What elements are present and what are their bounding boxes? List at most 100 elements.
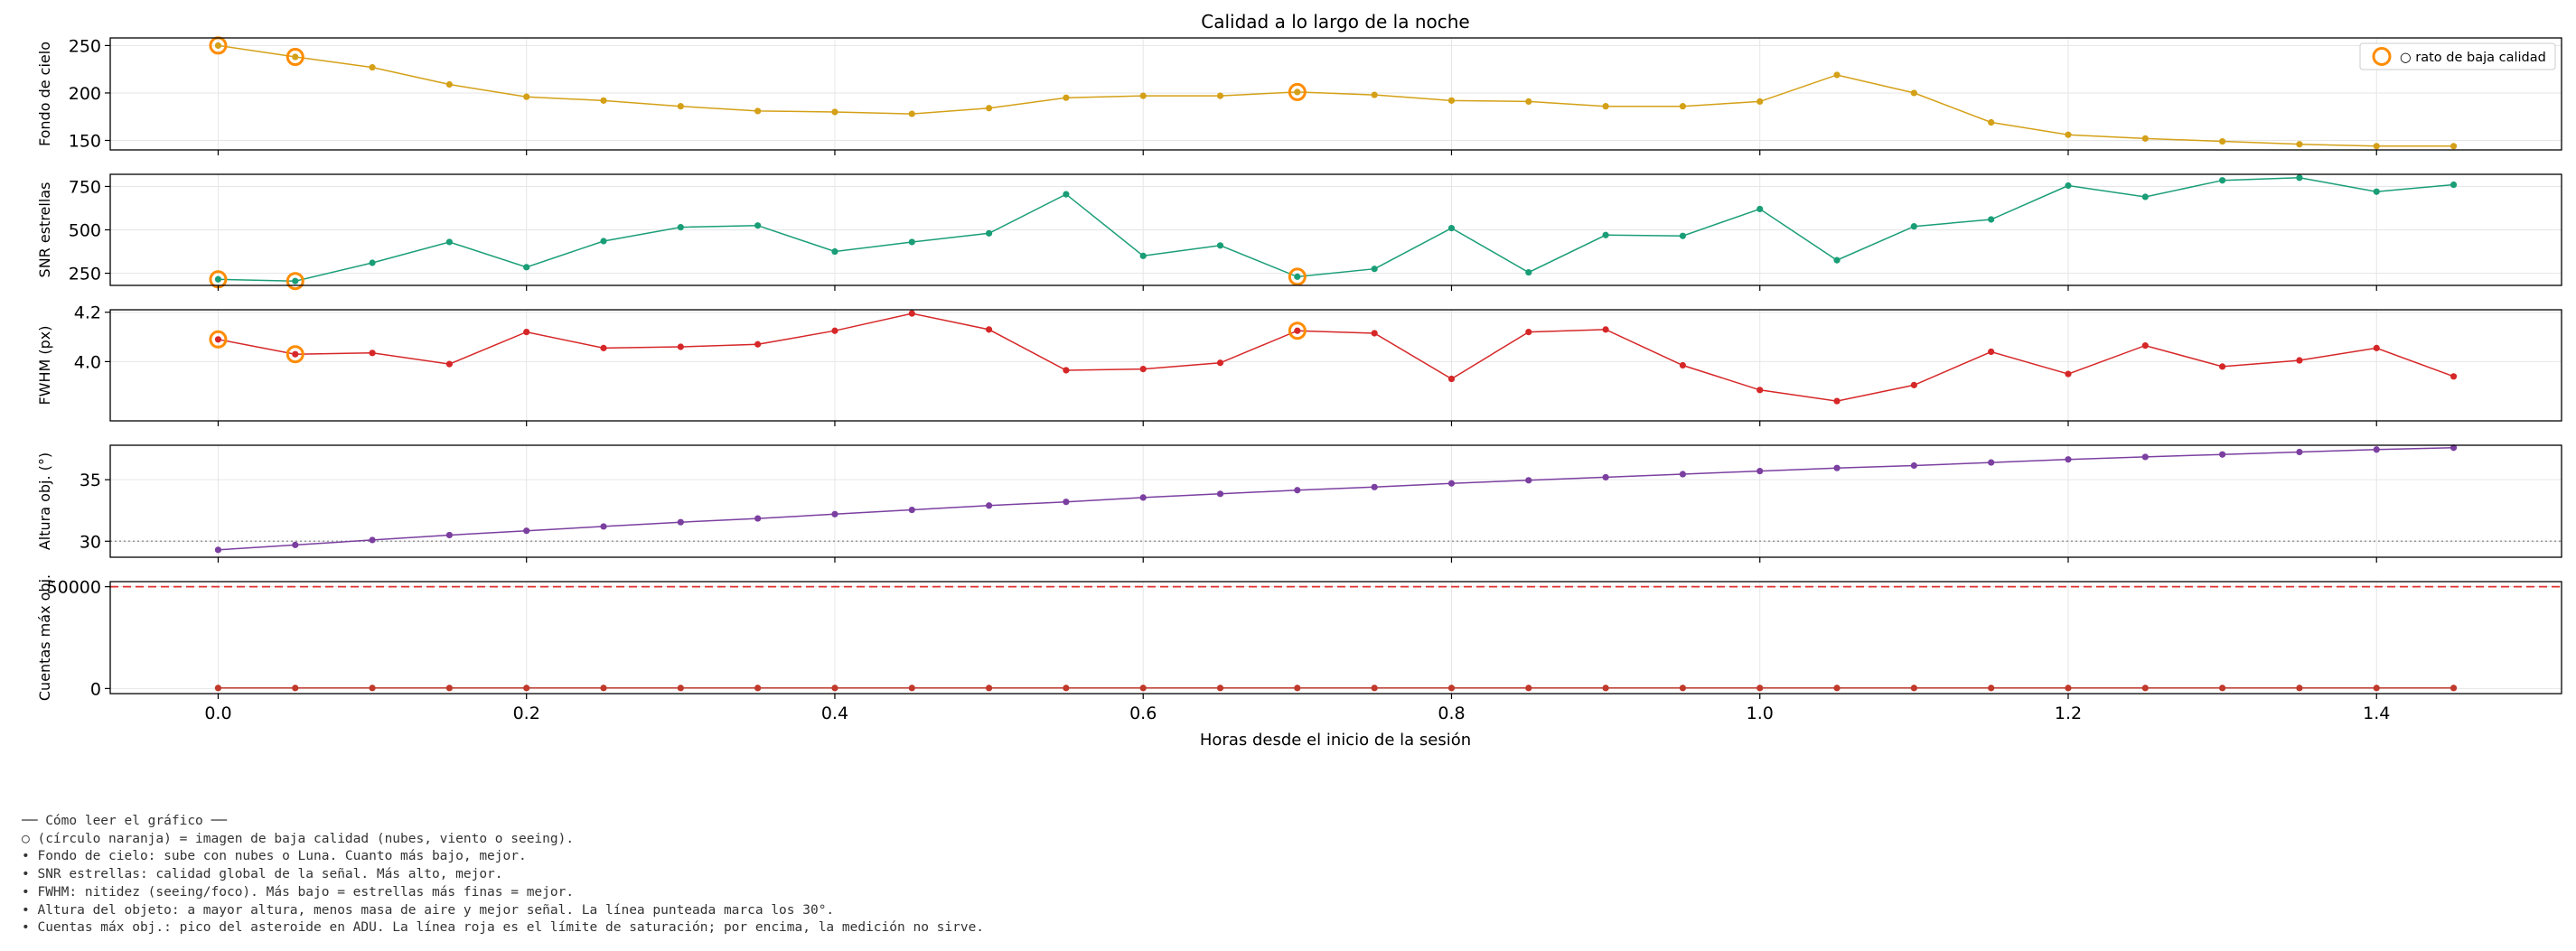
data-point-snr <box>2450 181 2458 189</box>
y-axis-label-fwhm: FWHM (px) <box>36 325 53 405</box>
data-point-snr <box>1602 231 1609 238</box>
data-point-fondo <box>2450 143 2458 150</box>
y-axis-label-cuentas: Cuentas máx obj. <box>36 574 53 701</box>
data-point-cuentas <box>523 685 530 692</box>
flag-ring-fwhm <box>1288 322 1307 340</box>
data-point-fwhm <box>1602 326 1609 333</box>
data-point-fwhm <box>2141 342 2149 350</box>
data-point-altura <box>2296 448 2303 456</box>
data-point-altura <box>1679 471 1687 478</box>
data-point-snr <box>1910 223 1917 230</box>
data-point-snr <box>1216 242 1224 249</box>
legend-box <box>2359 42 2556 70</box>
reading-guide-line: • Fondo de cielo: sube con nubes o Luna.… <box>22 849 527 864</box>
chart-title: Calidad a lo largo de la noche <box>1201 11 1470 33</box>
data-point-fwhm <box>1910 381 1917 388</box>
data-point-snr <box>1447 224 1456 232</box>
data-point-altura <box>1216 490 1224 498</box>
x-tick-label: 0.6 <box>1129 704 1157 723</box>
panel-fondo: 150 200 250 Fondo de cielo <box>36 36 2562 155</box>
data-point-altura <box>2373 446 2380 453</box>
reading-guide-line: • SNR estrellas: calidad global de la se… <box>22 867 503 882</box>
flag-ring-fondo <box>1288 82 1307 101</box>
y-tick-label-cuentas: 50000 <box>47 578 101 598</box>
data-point-cuentas <box>1294 685 1301 692</box>
data-point-snr <box>985 229 993 237</box>
data-point-snr <box>831 247 838 256</box>
data-point-snr <box>2219 177 2226 184</box>
data-point-fwhm <box>831 327 838 334</box>
data-point-fondo <box>214 42 222 50</box>
data-point-fondo <box>369 63 376 71</box>
data-point-cuentas <box>1139 685 1147 692</box>
reading-guide-line: • Altura del objeto: a mayor altura, men… <box>22 902 835 918</box>
data-point-snr <box>754 222 762 229</box>
data-point-fondo <box>1988 118 1995 126</box>
data-point-fondo <box>754 107 762 115</box>
y-tick-label-fondo: 250 <box>69 36 101 56</box>
data-point-altura <box>1833 464 1841 471</box>
axes-frame-altura <box>109 444 2562 558</box>
data-point-snr <box>908 238 915 246</box>
x-tick-label: 1.4 <box>2363 704 2390 723</box>
data-point-cuentas <box>1910 685 1917 692</box>
data-point-altura <box>1294 487 1301 494</box>
chart-panels: 150 200 250 Fondo de cielo 250 500 750 SNR estr… <box>36 36 2562 723</box>
data-point-fwhm <box>2219 363 2226 370</box>
data-point-snr <box>1833 256 1841 264</box>
data-point-cuentas <box>2296 685 2303 692</box>
data-point-altura <box>2219 451 2226 458</box>
data-point-snr <box>1063 191 1070 198</box>
x-tick-label: 0.4 <box>821 704 848 723</box>
flag-ring-snr <box>286 272 304 291</box>
y-axis-label-fondo: Fondo de cielo <box>36 42 53 146</box>
data-point-cuentas <box>214 685 222 692</box>
data-point-snr <box>369 259 376 266</box>
data-point-fondo <box>1833 71 1841 79</box>
data-point-fwhm <box>908 310 915 317</box>
data-point-snr <box>1371 266 1378 273</box>
data-point-cuentas <box>1756 685 1764 692</box>
data-point-altura <box>985 502 993 509</box>
data-point-fondo <box>2373 143 2380 150</box>
data-point-fondo <box>600 97 607 104</box>
data-point-snr <box>2065 182 2072 190</box>
data-point-fwhm <box>600 344 607 351</box>
data-point-fwhm <box>754 340 762 348</box>
data-point-altura <box>2141 453 2149 461</box>
data-point-fondo <box>523 93 530 100</box>
data-point-altura <box>754 515 762 522</box>
data-point-snr <box>1139 252 1147 259</box>
data-point-cuentas <box>2450 685 2458 692</box>
data-point-altura <box>445 531 453 539</box>
data-point-cuentas <box>1216 685 1224 692</box>
data-point-fondo <box>1294 89 1301 96</box>
data-point-snr <box>292 277 299 284</box>
data-point-cuentas <box>1988 685 1995 692</box>
data-point-altura <box>523 527 530 535</box>
y-tick-label-fondo: 200 <box>69 84 101 104</box>
data-point-cuentas <box>445 685 453 692</box>
reading-guide-line: • Cuentas máx obj.: pico del asteroide e… <box>22 920 985 936</box>
data-point-cuentas <box>908 685 915 692</box>
axes-frame-cuentas <box>109 581 2562 695</box>
data-point-cuentas <box>600 685 607 692</box>
data-point-fwhm <box>2296 357 2303 364</box>
panel-altura: 30 35 Altura obj. (°) <box>36 444 2562 563</box>
y-tick-label-cuentas: 0 <box>90 679 101 699</box>
data-point-altura <box>369 536 376 544</box>
data-point-fwhm <box>985 326 993 333</box>
flag-ring-fwhm <box>286 345 304 364</box>
data-point-snr <box>1679 232 1687 239</box>
data-point-fondo <box>1756 98 1764 106</box>
data-point-fondo <box>1371 91 1378 98</box>
flag-ring-snr <box>1288 267 1307 286</box>
data-point-fwhm <box>523 329 530 336</box>
data-point-cuentas <box>2373 685 2380 692</box>
data-point-cuentas <box>1063 685 1070 692</box>
data-point-snr <box>600 238 607 245</box>
y-tick-label-snr: 750 <box>69 177 101 197</box>
x-tick-label: 0.8 <box>1438 704 1465 723</box>
